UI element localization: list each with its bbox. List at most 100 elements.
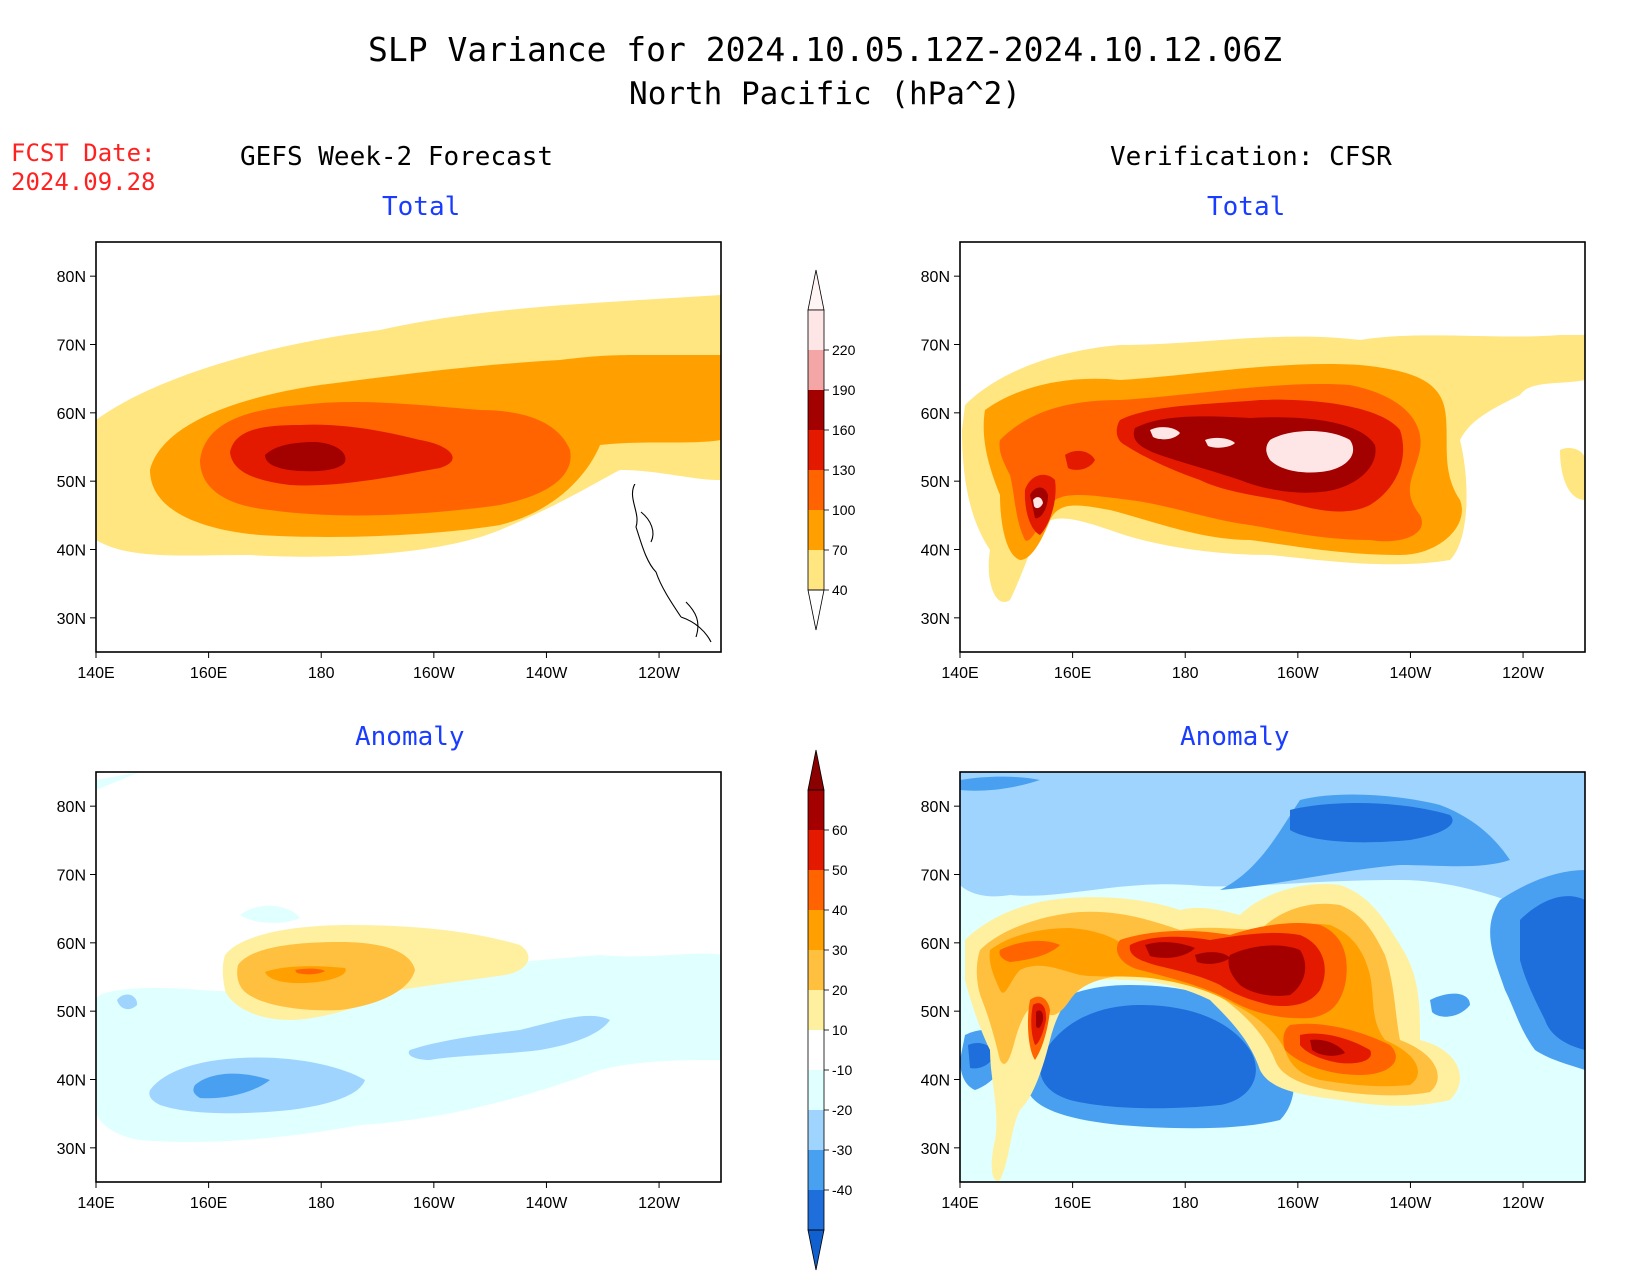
legend-label: 40 — [832, 902, 848, 918]
forecast-total-title: Total — [382, 192, 461, 222]
lon-tick-label: 140W — [526, 1195, 569, 1212]
total-colorbar-bottom-arrow — [807, 589, 825, 631]
lat-tick-label: 70N — [57, 338, 86, 355]
legend-label: 190 — [832, 382, 856, 398]
lat-tick-label: 80N — [57, 799, 86, 816]
lat-tick-label: 50N — [921, 474, 950, 491]
fcst-date-value: 2024.09.28 — [11, 168, 156, 196]
lon-tick-label: 120W — [1502, 665, 1545, 682]
anomaly-colorbar-swatch — [808, 1030, 824, 1070]
total-colorbar-swatch — [808, 390, 824, 430]
legend-label: -20 — [832, 1102, 852, 1118]
legend-label: 40 — [832, 582, 848, 598]
lat-tick-label: 80N — [921, 799, 950, 816]
legend-label: 20 — [832, 982, 848, 998]
legend-label: 130 — [832, 462, 856, 478]
coastline — [680, 616, 712, 643]
total-colorbar-swatch — [808, 430, 824, 470]
lon-tick-label: 120W — [638, 665, 681, 682]
total-colorbar: 220 190 160 130 100 70 40 — [807, 269, 856, 631]
lat-tick-label: 70N — [921, 338, 950, 355]
legend-label: 220 — [832, 342, 856, 358]
lat-tick-label: 80N — [921, 269, 950, 286]
coastline-overlays — [631, 484, 712, 643]
anomaly-colorbar-bottom-arrow — [807, 1229, 825, 1271]
anomaly-colorbar-swatch — [808, 910, 824, 950]
anomaly-colorbar-swatch — [808, 1150, 824, 1190]
main-title: SLP Variance for 2024.10.05.12Z-2024.10.… — [368, 30, 1282, 69]
coastline — [685, 601, 699, 638]
lat-tick-label: 50N — [57, 474, 86, 491]
lat-tick-label: 80N — [57, 269, 86, 286]
lon-tick-label: 160W — [1277, 665, 1320, 682]
anomaly-colorbar-swatch — [808, 870, 824, 910]
panel-border — [959, 771, 1586, 1183]
lon-tick-label: 140E — [77, 1195, 114, 1212]
forecast-total-map — [96, 242, 721, 652]
legend-label: 100 — [832, 502, 856, 518]
lat-tick-label: 40N — [921, 1073, 950, 1090]
anomaly-colorbar-outline — [807, 789, 825, 1231]
forecast-total-coastlines — [631, 484, 712, 643]
lat-tick-label: 60N — [57, 406, 86, 423]
lon-tick-label: 160E — [190, 1195, 227, 1212]
forecast-total-shading — [96, 295, 721, 557]
anomaly-colorbar-swatch — [808, 1190, 824, 1230]
lon-tick-label: 180 — [308, 665, 335, 682]
forecast-anomaly-map — [96, 772, 721, 1182]
total-colorbar-swatch — [808, 310, 824, 350]
lon-tick-label: 160E — [190, 665, 227, 682]
lon-tick-label: 160W — [413, 665, 456, 682]
legend-label: 50 — [832, 862, 848, 878]
lon-tick-label: 140E — [77, 665, 114, 682]
lat-tick-label: 70N — [57, 868, 86, 885]
anomaly-colorbar-swatch — [808, 830, 824, 870]
legend-label: 60 — [832, 822, 848, 838]
verification-total-title: Total — [1207, 192, 1286, 222]
legend-label: 70 — [832, 542, 848, 558]
lat-tick-label: 40N — [57, 543, 86, 560]
lon-tick-label: 180 — [308, 1195, 335, 1212]
lat-tick-label: 30N — [921, 611, 950, 628]
lon-tick-label: 160W — [1277, 1195, 1320, 1212]
anomaly-colorbar: 60 50 40 30 20 10 -10 -20 -30 -40 — [807, 749, 852, 1271]
lon-tick-label: 120W — [638, 1195, 681, 1212]
verification-total-frame: 140E 160E 180 160W 140W 120W 80N 70N 60N 50N 40N 30… — [921, 241, 1586, 682]
right-column-title: Verification: CFSR — [1110, 142, 1392, 172]
lat-tick-label: 60N — [921, 936, 950, 953]
panel-frames: 140E 160E 180 160W 140W 120W 80N 70N 60N 50N 40N 30… — [57, 241, 1586, 1212]
lat-tick-label: 70N — [921, 868, 950, 885]
anomaly-colorbar-swatch — [808, 1070, 824, 1110]
legend-label: -10 — [832, 1062, 852, 1078]
verification-anomaly-frame: 140E 160E 180 160W 140W 120W 80N 70N 60N 50N 40N 30… — [921, 771, 1586, 1212]
total-colorbar-top-arrow — [807, 269, 825, 311]
lon-tick-label: 160E — [1054, 1195, 1091, 1212]
legend-label: 160 — [832, 422, 856, 438]
forecast-anomaly-shading — [96, 772, 721, 1142]
coastline — [640, 511, 654, 543]
anomaly-colorbar-swatch — [808, 990, 824, 1030]
verification-total-map — [960, 242, 1585, 652]
lon-tick-label: 140W — [1390, 1195, 1433, 1212]
verification-anomaly-title: Anomaly — [1180, 722, 1290, 752]
lat-tick-label: 50N — [57, 1004, 86, 1021]
panel-border — [95, 241, 722, 653]
total-colorbar-swatch — [808, 510, 824, 550]
anomaly-colorbar-top-arrow — [807, 749, 825, 791]
verification-anomaly-shading — [960, 772, 1585, 1182]
fcst-date-label: FCST Date: — [11, 139, 156, 167]
anomaly-colorbar-swatch — [808, 790, 824, 830]
forecast-anomaly-title: Anomaly — [355, 722, 465, 752]
lat-tick-label: 30N — [57, 1141, 86, 1158]
lat-tick-label: 30N — [57, 611, 86, 628]
legend-label: -30 — [832, 1142, 852, 1158]
anomaly-colorbar-swatch — [808, 1110, 824, 1150]
total-colorbar-swatch — [808, 550, 824, 590]
lat-tick-label: 40N — [57, 1073, 86, 1090]
panel-border — [959, 241, 1586, 653]
lat-tick-label: 30N — [921, 1141, 950, 1158]
total-colorbar-outline — [807, 309, 825, 591]
forecast-total-frame: 140E 160E 180 160W 140W 120W 80N 70N 60N 50N 40N 30… — [57, 241, 722, 682]
legend-label: 10 — [832, 1022, 848, 1038]
lon-tick-label: 140W — [526, 665, 569, 682]
